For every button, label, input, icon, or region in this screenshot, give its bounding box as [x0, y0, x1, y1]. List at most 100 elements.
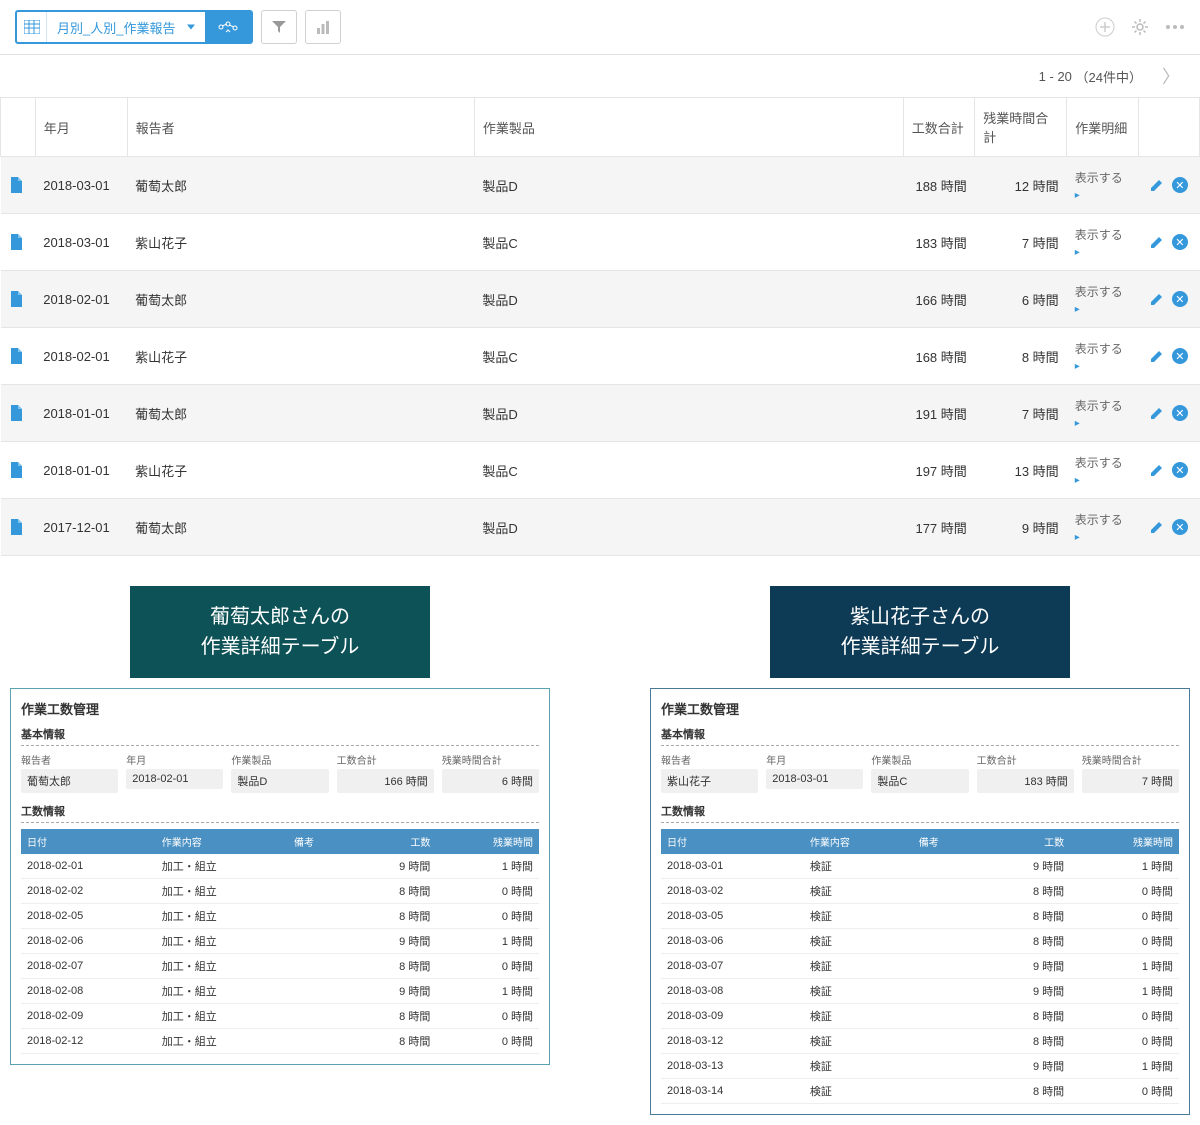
d-note	[913, 1079, 980, 1104]
d-ot: 1 時間	[436, 929, 539, 954]
cell-detail: 表示する	[1067, 499, 1138, 556]
edit-icon[interactable]	[1150, 292, 1164, 306]
edit-icon[interactable]	[1150, 349, 1164, 363]
show-link[interactable]: 表示する	[1075, 228, 1123, 258]
d-hours: 9 時間	[351, 929, 436, 954]
d-task: 加工・組立	[156, 979, 288, 1004]
document-icon[interactable]	[1, 214, 36, 271]
table-row[interactable]: 2018-02-01紫山花子製品C168 時間8 時間表示する✕	[1, 328, 1200, 385]
table-row[interactable]: 2018-03-01紫山花子製品C183 時間7 時間表示する✕	[1, 214, 1200, 271]
delete-icon[interactable]: ✕	[1172, 462, 1188, 478]
next-page-icon[interactable]: 〉	[1162, 63, 1180, 89]
d-hours: 8 時間	[980, 1029, 1070, 1054]
cell-product: 製品C	[474, 328, 903, 385]
document-icon[interactable]	[1, 271, 36, 328]
info-hours: 166 時間	[337, 769, 434, 793]
table-row[interactable]: 2018-01-01葡萄太郎製品D191 時間7 時間表示する✕	[1, 385, 1200, 442]
d-task: 検証	[804, 1029, 913, 1054]
document-icon[interactable]	[1, 385, 36, 442]
left-detail-table: 日付 作業内容 備考 工数 残業時間 2018-02-01加工・組立9 時間1 …	[21, 829, 539, 1054]
edit-icon[interactable]	[1150, 235, 1164, 249]
show-link[interactable]: 表示する	[1075, 399, 1123, 429]
cell-date: 2018-02-01	[35, 328, 127, 385]
header-hours[interactable]: 工数合計	[903, 98, 974, 157]
delete-icon[interactable]: ✕	[1172, 405, 1188, 421]
detail-row: 2018-02-02加工・組立8 時間0 時間	[21, 879, 539, 904]
callout-line1: 紫山花子さんの	[800, 602, 1040, 632]
document-icon[interactable]	[1, 157, 36, 214]
header-icon	[1, 98, 36, 157]
cell-detail: 表示する	[1067, 157, 1138, 214]
d-note	[913, 1004, 980, 1029]
table-row[interactable]: 2018-02-01葡萄太郎製品D166 時間6 時間表示する✕	[1, 271, 1200, 328]
d-date: 2018-03-13	[661, 1054, 804, 1079]
detail-row: 2018-03-12検証 8 時間0 時間	[661, 1029, 1179, 1054]
detail-row: 2018-03-08検証9 時間1 時間	[661, 979, 1179, 1004]
d-date: 2018-03-12	[661, 1029, 804, 1054]
table-row[interactable]: 2017-12-01葡萄太郎製品D177 時間9 時間表示する✕	[1, 499, 1200, 556]
table-row[interactable]: 2018-03-01葡萄太郎製品D188 時間12 時間表示する✕	[1, 157, 1200, 214]
d-date: 2018-02-02	[21, 879, 156, 904]
document-icon[interactable]	[1, 499, 36, 556]
delete-icon[interactable]: ✕	[1172, 519, 1188, 535]
d-note	[288, 1004, 351, 1029]
d-ot: 0 時間	[1070, 1079, 1179, 1104]
toolbar-right	[1095, 17, 1185, 37]
show-link[interactable]: 表示する	[1075, 456, 1123, 486]
table-row[interactable]: 2018-01-01紫山花子製品C197 時間13 時間表示する✕	[1, 442, 1200, 499]
cell-detail: 表示する	[1067, 385, 1138, 442]
header-detail[interactable]: 作業明細	[1067, 98, 1138, 157]
show-link[interactable]: 表示する	[1075, 513, 1123, 543]
right-detail-block: 紫山花子さんの 作業詳細テーブル 作業工数管理 基本情報 報告者紫山花子 年月2…	[650, 586, 1190, 1115]
cell-hours: 168 時間	[903, 328, 974, 385]
d-hours: 9 時間	[980, 979, 1070, 1004]
delete-icon[interactable]: ✕	[1172, 348, 1188, 364]
d-ot: 0 時間	[1070, 1029, 1179, 1054]
delete-icon[interactable]: ✕	[1172, 291, 1188, 307]
pagination: 1 - 20 （24件中） 〉	[0, 55, 1200, 97]
edit-icon[interactable]	[1150, 406, 1164, 420]
cell-product: 製品D	[474, 271, 903, 328]
cell-overtime: 7 時間	[975, 214, 1067, 271]
chart-button[interactable]	[305, 10, 341, 44]
filter-button[interactable]	[261, 10, 297, 44]
show-link[interactable]: 表示する	[1075, 171, 1123, 201]
delete-icon[interactable]: ✕	[1172, 177, 1188, 193]
header-overtime[interactable]: 残業時間合計	[975, 98, 1067, 157]
header-reporter[interactable]: 報告者	[127, 98, 474, 157]
d-ot: 0 時間	[1070, 904, 1179, 929]
delete-icon[interactable]: ✕	[1172, 234, 1188, 250]
cell-date: 2018-03-01	[35, 214, 127, 271]
d-hours: 8 時間	[351, 1029, 436, 1054]
d-hours: 9 時間	[980, 1054, 1070, 1079]
page-total: （24件中）	[1076, 67, 1142, 86]
cell-hours: 183 時間	[903, 214, 974, 271]
d-date: 2018-03-08	[661, 979, 804, 1004]
cell-product: 製品C	[474, 442, 903, 499]
add-icon[interactable]	[1095, 17, 1115, 37]
view-selector[interactable]: 月別_人別_作業報告	[15, 10, 253, 44]
document-icon[interactable]	[1, 442, 36, 499]
d-date: 2018-03-05	[661, 904, 804, 929]
d-task: 加工・組立	[156, 929, 288, 954]
cell-overtime: 7 時間	[975, 385, 1067, 442]
edit-icon[interactable]	[1150, 463, 1164, 477]
more-icon[interactable]	[1165, 24, 1185, 30]
d-hours: 8 時間	[980, 1004, 1070, 1029]
document-icon[interactable]	[1, 328, 36, 385]
view-toggle-icon[interactable]	[205, 12, 251, 42]
header-date[interactable]: 年月	[35, 98, 127, 157]
show-link[interactable]: 表示する	[1075, 285, 1123, 315]
header-product[interactable]: 作業製品	[474, 98, 903, 157]
gear-icon[interactable]	[1130, 17, 1150, 37]
d-ot: 0 時間	[436, 1004, 539, 1029]
cell-overtime: 9 時間	[975, 499, 1067, 556]
show-link[interactable]: 表示する	[1075, 342, 1123, 372]
info-ot: 7 時間	[1082, 769, 1179, 793]
edit-icon[interactable]	[1150, 520, 1164, 534]
cell-product: 製品C	[474, 214, 903, 271]
cell-detail: 表示する	[1067, 271, 1138, 328]
cell-hours: 166 時間	[903, 271, 974, 328]
edit-icon[interactable]	[1150, 178, 1164, 192]
d-date: 2018-03-09	[661, 1004, 804, 1029]
